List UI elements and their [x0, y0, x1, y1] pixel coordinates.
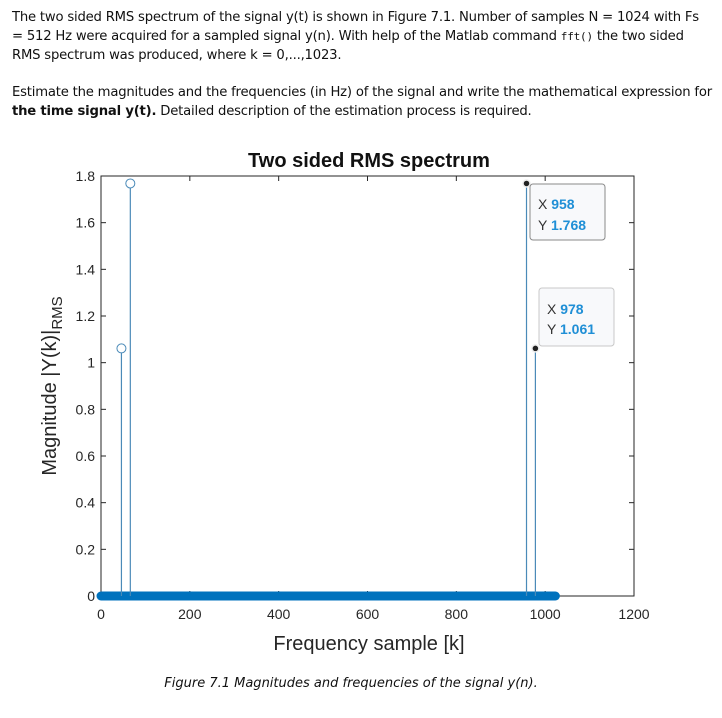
y-tick-label: 1.6	[76, 215, 96, 231]
caption-text: Figure 7.1 Magnitudes and frequencies of…	[164, 676, 538, 691]
chart-title: Two sided RMS spectrum	[248, 150, 490, 172]
datatip-978[interactable]: X 978 Y 1.061	[538, 287, 615, 347]
x-tick-label: 200	[178, 606, 202, 622]
x-tick-label: 1200	[618, 606, 649, 622]
x-tick-label: 800	[445, 606, 469, 622]
x-tick-label: 400	[267, 606, 291, 622]
stem-marker[interactable]	[522, 179, 531, 188]
stem-marker[interactable]	[125, 178, 136, 189]
x-tick-label: 1000	[530, 606, 561, 622]
problem-paragraph-1: The two sided RMS spectrum of the signal…	[12, 8, 712, 65]
paragraph-text: the two sided RMS spectrum was produced,…	[12, 29, 684, 63]
stem-series	[96, 178, 560, 601]
paragraph-text: The two sided RMS spectrum of the signal…	[12, 10, 699, 44]
y-tick-label: 0.8	[76, 401, 96, 417]
x-axis-label: Frequency sample [k]	[273, 633, 464, 655]
y-tick-label: 1.4	[76, 261, 96, 277]
datatip-958[interactable]: X 958 Y 1.768	[529, 183, 606, 241]
y-tick-label: 0.6	[76, 448, 96, 464]
axis-ticks: 0 200 400 600 800 1000 1200 0 0.2 0.4 0.6 0.8 1 1.2 1.…	[76, 168, 650, 622]
y-axis-label: Magnitude |Y(k)|RMS	[39, 296, 66, 475]
stem-marker[interactable]	[531, 344, 540, 353]
svg-text:X 958: X 958	[538, 196, 575, 212]
plot-area	[100, 175, 635, 597]
y-tick-label: 1	[87, 355, 95, 371]
stem-marker[interactable]	[116, 343, 127, 354]
y-tick-label: 0.2	[76, 541, 96, 557]
figure-caption: Figure 7.1 Magnitudes and frequencies of…	[0, 676, 722, 691]
paragraph-text: Detailed description of the estimation p…	[156, 104, 532, 119]
y-tick-label: 0	[87, 588, 95, 604]
x-tick-label: 0	[97, 606, 105, 622]
y-tick-label: 0.4	[76, 495, 96, 511]
svg-text:X 978: X 978	[547, 301, 584, 317]
paragraph-text: Estimate the magnitudes and the frequenc…	[12, 85, 712, 100]
problem-paragraph-2: Estimate the magnitudes and the frequenc…	[12, 83, 712, 121]
y-tick-label: 1.8	[76, 168, 96, 184]
y-tick-label: 1.2	[76, 308, 96, 324]
code-fft: fft()	[560, 30, 593, 43]
x-tick-label: 600	[356, 606, 380, 622]
svg-text:Y 1.768: Y 1.768	[538, 217, 586, 233]
svg-text:Y 1.061: Y 1.061	[547, 321, 595, 337]
bold-time-signal: the time signal y(t).	[12, 104, 157, 119]
